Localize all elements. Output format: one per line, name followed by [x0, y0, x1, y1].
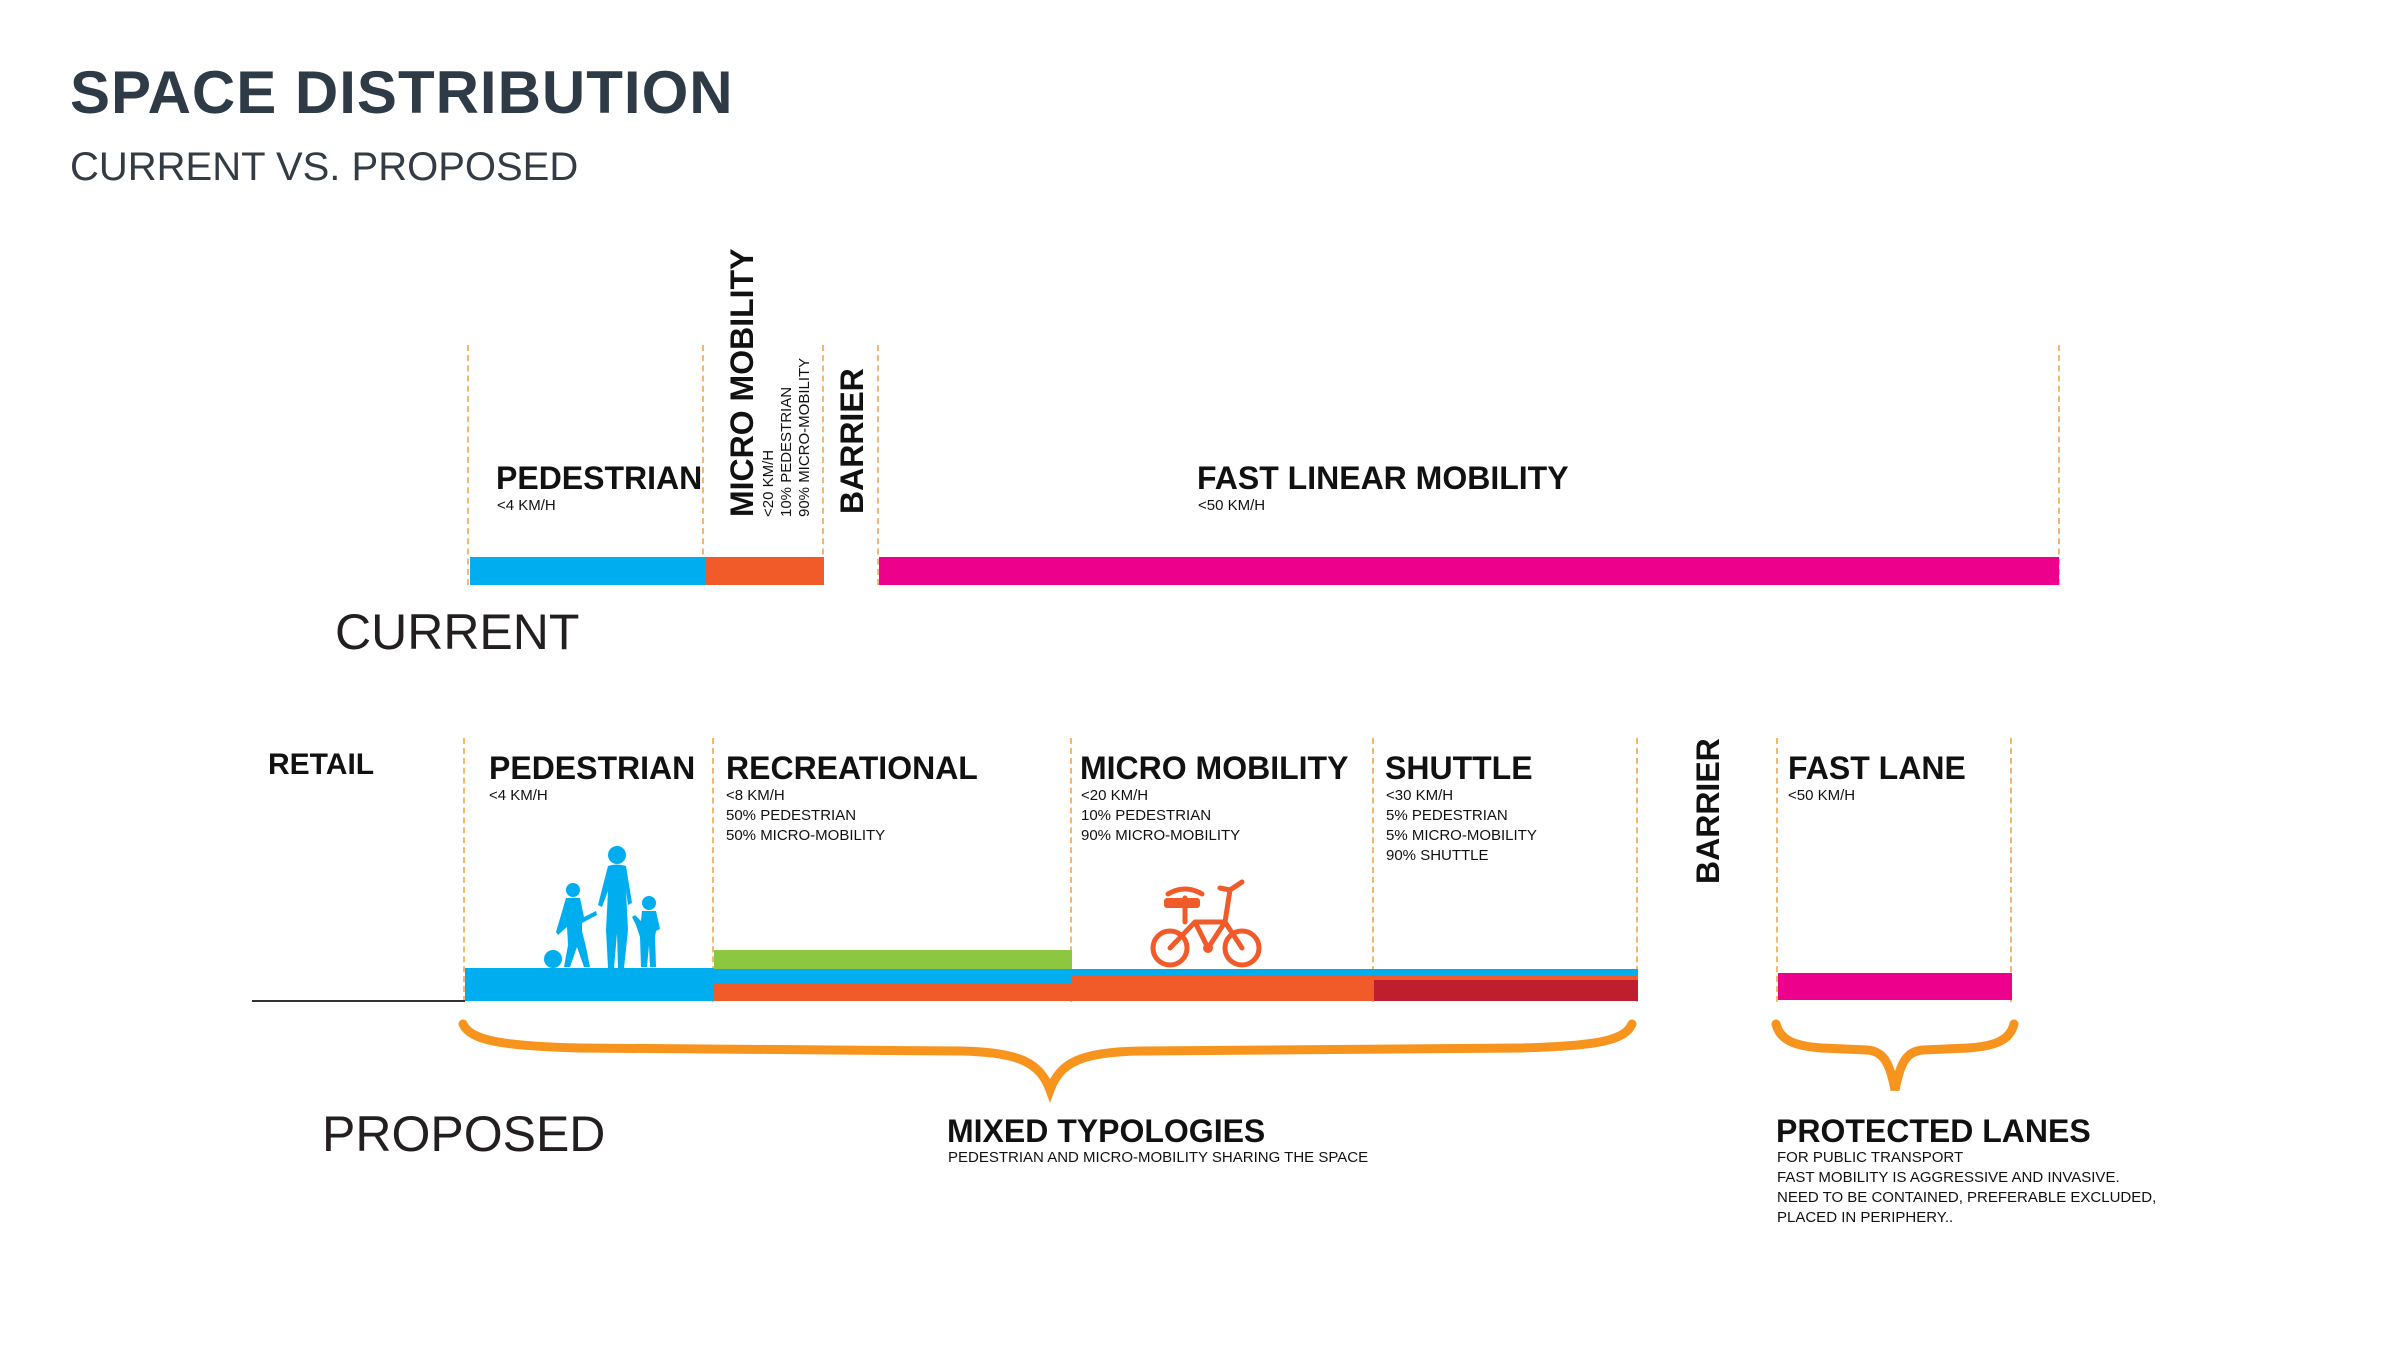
proposed-recreational-micro-share: 50% MICRO-MOBILITY	[726, 827, 886, 844]
proposed-shuttle-pedestrian-share: 5% PEDESTRIAN	[1386, 807, 1508, 824]
proposed-fast-lane-label: FAST LANE	[1788, 750, 1966, 786]
proposed-shuttle-micro-share: 5% MICRO-MOBILITY	[1386, 827, 1537, 844]
proposed-shuttle-micro-bar	[1374, 975, 1638, 980]
proposed-section-label: PROPOSED	[322, 1106, 606, 1162]
current-micro-mobility-label: MICRO MOBILITY <20 KM/H 10% PEDESTRIAN 9…	[724, 249, 814, 517]
proposed-shuttle-speed: <30 KM/H	[1386, 787, 1454, 804]
protected-lanes-desc-line: NEED TO BE CONTAINED, PREFERABLE EXCLUDE…	[1777, 1189, 2157, 1206]
current-micro-mobility-speed: <20 KM/H	[760, 449, 777, 517]
current-pedestrian-label: PEDESTRIAN	[496, 460, 703, 496]
protected-lanes-desc-line: FAST MOBILITY IS AGGRESSIVE AND INVASIVE…	[1777, 1169, 2120, 1186]
current-section-label: CURRENT	[335, 604, 580, 660]
protected-lanes-desc: FOR PUBLIC TRANSPORT FAST MOBILITY IS AG…	[1777, 1148, 2156, 1228]
proposed-micro-mobility-label: MICRO MOBILITY	[1080, 750, 1349, 786]
proposed-barrier-label: BARRIER	[1690, 738, 1726, 884]
proposed-micro-mobility-pedestrian-share: 10% PEDESTRIAN	[1081, 807, 1212, 824]
proposed-recreational-pedestrian-bar	[714, 969, 1072, 983]
page-title: SPACE DISTRIBUTION	[70, 59, 734, 126]
proposed-micro-mobility-info: <20 KM/H 10% PEDESTRIAN 90% MICRO-MOBILI…	[1081, 786, 1240, 846]
proposed-pedestrian-info: <4 KM/H	[489, 786, 548, 806]
current-micro-mobility-share: 90% MICRO-MOBILITY	[796, 357, 813, 517]
proposed-recreational-micro-bar	[714, 983, 1072, 1001]
proposed-micro-mobility-share: 90% MICRO-MOBILITY	[1081, 827, 1241, 844]
retail-label: RETAIL	[268, 748, 375, 781]
proposed-shuttle-info: <30 KM/H 5% PEDESTRIAN 5% MICRO-MOBILITY…	[1386, 786, 1537, 866]
bicycle-icon	[1150, 879, 1262, 968]
proposed-divider	[463, 738, 465, 1002]
mixed-typologies-title: MIXED TYPOLOGIES	[947, 1113, 1266, 1149]
proposed-micro-mobility-bar	[1072, 976, 1374, 1001]
current-micro-mobility-bar	[705, 557, 824, 585]
proposed-pedestrian-bar	[465, 968, 714, 1001]
current-divider	[702, 345, 704, 585]
current-barrier-label: BARRIER	[834, 368, 870, 514]
proposed-shuttle-label: SHUTTLE	[1385, 750, 1533, 786]
protected-lanes-desc-line: PLACED IN PERIPHERY..	[1777, 1209, 1954, 1226]
proposed-shuttle-pedestrian-bar	[1374, 969, 1638, 975]
proposed-divider	[1070, 738, 1072, 1002]
proposed-shuttle-share: 90% SHUTTLE	[1386, 847, 1489, 864]
current-divider	[877, 345, 879, 585]
current-pedestrian-bar	[470, 557, 705, 585]
current-micro-mobility-pedestrian-share: 10% PEDESTRIAN	[778, 386, 795, 517]
proposed-divider	[1636, 738, 1638, 1002]
proposed-fast-lane-speed: <50 KM/H	[1788, 787, 1856, 804]
proposed-micro-pedestrian-bar	[1072, 969, 1374, 976]
proposed-recreational-bar	[714, 950, 1072, 969]
protected-lanes-brace	[1771, 1019, 2019, 1091]
proposed-pedestrian-speed: <4 KM/H	[489, 787, 548, 804]
proposed-recreational-label: RECREATIONAL	[726, 750, 978, 786]
current-divider	[467, 345, 469, 585]
proposed-recreational-info: <8 KM/H 50% PEDESTRIAN 50% MICRO-MOBILIT…	[726, 786, 885, 846]
proposed-divider	[2010, 738, 2012, 1002]
current-micro-mobility-name: MICRO MOBILITY	[724, 248, 760, 517]
current-pedestrian-speed: <4 KM/H	[497, 497, 556, 514]
proposed-divider	[712, 738, 714, 1002]
proposed-divider	[1776, 738, 1778, 1002]
proposed-recreational-pedestrian-share: 50% PEDESTRIAN	[726, 807, 857, 824]
current-fast-linear-bar	[879, 557, 2059, 585]
current-divider	[822, 345, 824, 585]
proposed-fast-lane-bar	[1778, 973, 2012, 1000]
proposed-barrier-name: BARRIER	[1690, 738, 1726, 884]
current-fast-linear-speed: <50 KM/H	[1198, 497, 1266, 514]
current-divider	[2058, 345, 2060, 585]
proposed-recreational-speed: <8 KM/H	[726, 787, 785, 804]
current-fast-linear-label: FAST LINEAR MOBILITY	[1197, 460, 1569, 496]
current-barrier-name: BARRIER	[834, 368, 870, 514]
family-icon	[544, 846, 660, 968]
proposed-fast-lane-info: <50 KM/H	[1788, 786, 1855, 806]
protected-lanes-desc-line: FOR PUBLIC TRANSPORT	[1777, 1149, 1964, 1166]
ground-line	[252, 1000, 465, 1002]
mixed-typologies-brace	[458, 1019, 1637, 1103]
proposed-shuttle-bar	[1374, 980, 1638, 1001]
proposed-micro-mobility-speed: <20 KM/H	[1081, 787, 1149, 804]
proposed-pedestrian-label: PEDESTRIAN	[489, 750, 696, 786]
protected-lanes-title: PROTECTED LANES	[1776, 1113, 2091, 1149]
mixed-typologies-desc: PEDESTRIAN AND MICRO-MOBILITY SHARING TH…	[948, 1149, 1369, 1166]
proposed-divider	[1372, 738, 1374, 1002]
page-subtitle: CURRENT VS. PROPOSED	[70, 145, 579, 189]
